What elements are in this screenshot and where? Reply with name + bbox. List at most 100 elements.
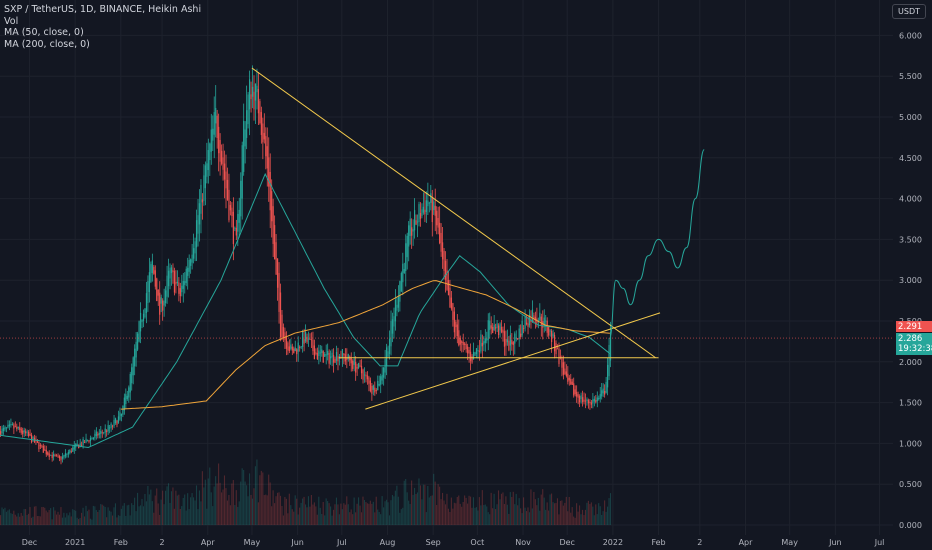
volume-bar — [505, 496, 507, 525]
volume-bar — [260, 470, 262, 525]
volume-bar — [381, 496, 383, 525]
volume-bar — [475, 507, 477, 525]
time-tick-label: Nov — [515, 538, 531, 547]
volume-bar — [287, 513, 289, 525]
volume-bar — [433, 473, 435, 525]
candle-body — [190, 259, 192, 266]
candle-body — [275, 242, 277, 275]
symbol-title[interactable]: SXP / TetherUS, 1D, BINANCE, Heikin Ashi — [4, 4, 202, 15]
candle-body — [226, 179, 229, 200]
time-tick-label: Feb — [651, 538, 665, 547]
candle-body — [128, 387, 130, 398]
ma50-legend[interactable]: MA (50, close, 0) — [4, 27, 84, 38]
candle-body — [570, 379, 572, 385]
candle-body — [198, 203, 201, 225]
volume-bar — [216, 483, 218, 525]
candle-body — [461, 341, 463, 343]
volume-bar — [79, 517, 81, 525]
candle-body — [472, 352, 475, 360]
candle-body — [509, 334, 511, 346]
candle-body — [393, 316, 395, 327]
candle-body — [100, 430, 102, 434]
candle-body — [206, 163, 208, 177]
volume-bar — [548, 510, 550, 525]
volume-bar — [462, 502, 464, 525]
volume-bar — [101, 504, 103, 525]
candle-body — [167, 270, 170, 287]
volume-bar — [281, 505, 283, 525]
volume-bar — [178, 494, 180, 525]
trendline-1 — [251, 67, 656, 359]
time-axis[interactable]: Dec 2021 Feb 2 Apr May Jun Jul Aug Sep Oct Nov Dec 20… — [22, 538, 885, 547]
candle-body — [106, 430, 108, 433]
volume-bar — [259, 475, 261, 525]
price-tick-label: 3.500 — [899, 235, 922, 244]
ma200-legend[interactable]: MA (200, close, 0) — [4, 38, 90, 50]
time-tick-label: Sep — [426, 538, 441, 547]
candle-body — [391, 319, 394, 334]
volume-bar — [226, 500, 228, 525]
volume-bar — [290, 505, 292, 525]
volume-bar — [187, 493, 189, 525]
volume-bar — [284, 496, 286, 525]
volume-bar — [188, 509, 190, 525]
volume-bar — [94, 506, 96, 525]
candle-body — [331, 352, 333, 358]
volume-bar — [325, 498, 327, 525]
candle-body — [328, 352, 330, 364]
volume-legend[interactable]: Vol — [4, 15, 19, 27]
price-tick-label: 1.000 — [899, 439, 922, 448]
volume-bar — [265, 494, 267, 525]
volume-bar — [246, 485, 248, 525]
volume-bar — [288, 493, 290, 525]
candle-body — [175, 281, 177, 285]
volume-bar — [584, 509, 587, 525]
volume-bar — [551, 493, 553, 525]
volume-bar — [558, 514, 560, 525]
volume-bar — [243, 469, 245, 525]
price-axis[interactable]: 6.0005.5005.0004.5004.0003.5003.0002.500… — [893, 0, 932, 550]
candle-body — [215, 108, 217, 124]
price-tick-label: 6.000 — [899, 31, 922, 40]
volume-bar — [200, 501, 202, 525]
volume-bar — [400, 509, 402, 525]
candle-body — [147, 280, 149, 304]
candle-body — [55, 455, 58, 457]
candle-body — [341, 349, 344, 358]
volume-bar — [567, 511, 569, 525]
candle-body — [493, 324, 495, 330]
volume-bar — [212, 506, 214, 525]
candle-body — [310, 339, 313, 341]
candle-body — [72, 447, 74, 452]
candle-body — [609, 332, 612, 361]
price-tick-label: 4.500 — [899, 154, 922, 163]
volume-bar — [198, 490, 200, 525]
candle-body — [321, 349, 323, 353]
candle-body — [107, 425, 109, 432]
candle-body — [358, 363, 360, 368]
currency-tag[interactable]: USDT — [892, 4, 926, 19]
volume-bar — [474, 507, 476, 525]
candle-body — [83, 442, 86, 443]
price-tick-label: 4.000 — [899, 195, 922, 204]
volume-bar — [518, 498, 520, 525]
candle-body — [452, 303, 454, 320]
grid-lines — [0, 0, 893, 535]
volume-bar — [70, 516, 72, 525]
candle-body — [209, 143, 211, 161]
candle-body — [425, 200, 427, 213]
volume-bar — [7, 510, 9, 525]
volume-bar — [552, 502, 554, 525]
volume-bar — [403, 480, 405, 525]
candle-body — [159, 292, 161, 315]
candle-body — [114, 418, 117, 423]
volume-bar — [53, 507, 55, 525]
volume-bar — [220, 492, 223, 525]
candle-body — [447, 280, 450, 296]
time-tick-label: 2 — [160, 538, 165, 547]
candle-body — [157, 289, 159, 296]
volume-bar — [599, 506, 601, 525]
candle-body — [369, 380, 371, 392]
volume-bar — [11, 513, 13, 525]
